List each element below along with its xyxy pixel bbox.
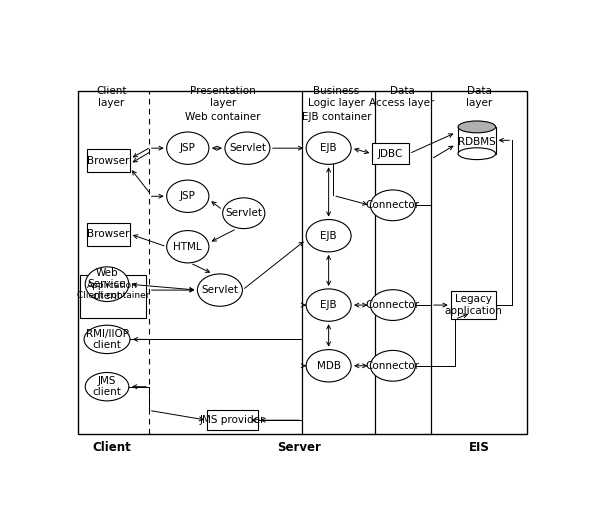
Text: Servlet: Servlet <box>226 208 262 218</box>
Ellipse shape <box>85 267 129 302</box>
Ellipse shape <box>167 132 209 164</box>
Text: JSP: JSP <box>180 143 196 153</box>
Text: Servlet: Servlet <box>229 143 266 153</box>
Text: Connector: Connector <box>366 361 420 371</box>
Text: EJB: EJB <box>320 143 337 153</box>
Bar <box>372 143 409 164</box>
Text: EJB: EJB <box>320 231 337 241</box>
Ellipse shape <box>225 132 270 164</box>
Text: HTML: HTML <box>173 242 202 252</box>
Ellipse shape <box>197 274 242 306</box>
Ellipse shape <box>84 325 130 354</box>
Text: RMI/IIOP
client: RMI/IIOP client <box>85 329 128 350</box>
Text: Servlet: Servlet <box>201 285 239 295</box>
Bar <box>86 223 130 246</box>
Text: Browser: Browser <box>87 156 130 166</box>
Text: Server: Server <box>277 441 321 454</box>
Text: JMS provider: JMS provider <box>200 415 265 425</box>
Text: Connector: Connector <box>366 200 420 210</box>
Ellipse shape <box>85 373 129 401</box>
Text: EJB container: EJB container <box>302 113 371 122</box>
Bar <box>458 127 496 154</box>
Ellipse shape <box>371 290 416 321</box>
Ellipse shape <box>371 350 416 381</box>
Ellipse shape <box>167 180 209 212</box>
Ellipse shape <box>306 350 351 382</box>
Text: Web container: Web container <box>185 113 261 122</box>
Text: Client: Client <box>92 441 131 454</box>
Text: JMS
client: JMS client <box>92 376 121 397</box>
Bar <box>207 410 258 430</box>
Bar <box>86 150 130 172</box>
Text: Client
layer: Client layer <box>96 86 127 108</box>
Bar <box>451 291 496 319</box>
Text: EJB: EJB <box>320 300 337 310</box>
Text: Business
Logic layer: Business Logic layer <box>308 86 365 108</box>
Text: Data
Access layer: Data Access layer <box>369 86 435 108</box>
Text: Application
Client container: Application Client container <box>76 281 149 300</box>
Text: MDB: MDB <box>317 361 340 371</box>
Text: Legacy
application: Legacy application <box>444 294 502 316</box>
Ellipse shape <box>371 190 416 221</box>
Ellipse shape <box>306 289 351 321</box>
Text: Connector: Connector <box>366 300 420 310</box>
Bar <box>79 275 146 317</box>
Text: EIS: EIS <box>469 441 490 454</box>
Ellipse shape <box>223 198 265 228</box>
Text: RDBMS: RDBMS <box>458 137 496 146</box>
Text: Presentation
layer: Presentation layer <box>190 86 256 108</box>
Text: JSP: JSP <box>180 191 196 201</box>
Ellipse shape <box>167 230 209 263</box>
Text: Web
Service
client: Web Service client <box>88 268 126 301</box>
Text: Data
layer: Data layer <box>466 86 492 108</box>
Text: JDBC: JDBC <box>378 148 403 159</box>
Ellipse shape <box>458 148 496 160</box>
Ellipse shape <box>306 132 351 164</box>
Bar <box>78 91 527 434</box>
Ellipse shape <box>458 121 496 133</box>
Text: Browser: Browser <box>87 229 130 239</box>
Ellipse shape <box>306 220 351 252</box>
